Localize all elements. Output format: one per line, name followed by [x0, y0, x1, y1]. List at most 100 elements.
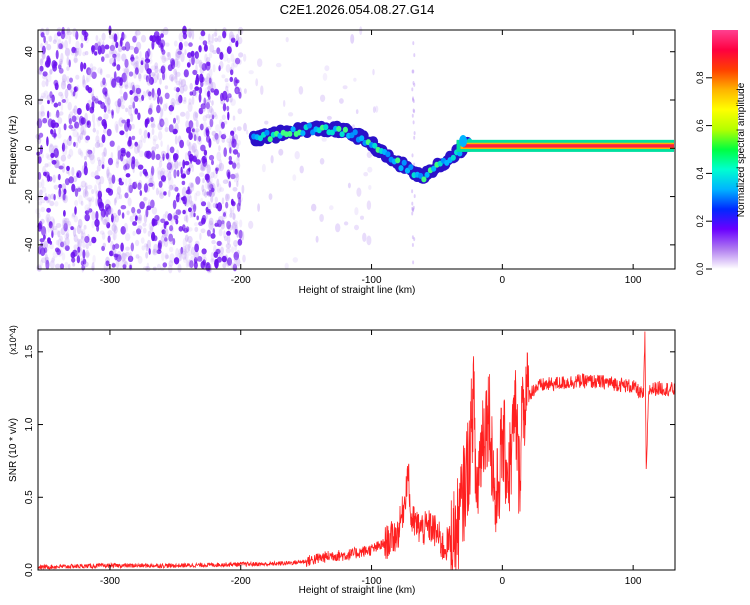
noise-dot: [55, 159, 61, 169]
noise-dot: [311, 203, 317, 212]
noise-dot: [135, 55, 139, 60]
noise-dot: [169, 184, 174, 190]
noise-dot: [92, 254, 96, 264]
noise-dot: [162, 72, 165, 81]
noise-dot: [187, 150, 192, 158]
noise-dot: [160, 108, 164, 118]
noise-dot: [84, 155, 87, 161]
noise-dot: [64, 261, 69, 269]
noise-dot: [61, 188, 64, 196]
noise-dot: [367, 166, 373, 173]
noise-dot: [138, 97, 143, 103]
noise-dot: [175, 91, 180, 102]
noise-dot: [214, 258, 219, 269]
noise-dot: [161, 150, 166, 158]
noise-dot: [105, 74, 111, 78]
noise-dot: [54, 112, 61, 119]
noise-dot: [214, 114, 218, 120]
noise-dot: [85, 135, 91, 141]
noise-dot: [222, 90, 228, 101]
noise-dot: [53, 102, 59, 108]
snr-frame: [37, 329, 676, 571]
noise-dot: [227, 140, 233, 150]
noise-dot: [41, 257, 47, 263]
noise-dot: [157, 87, 161, 97]
noise-dot: [101, 164, 105, 169]
noise-dot: [53, 148, 59, 158]
noise-dot: [65, 228, 70, 233]
noise-dot: [45, 153, 50, 159]
noise-dot: [50, 119, 56, 129]
noise-dot: [412, 205, 415, 210]
noise-dot: [186, 139, 190, 147]
noise-dot: [52, 225, 58, 230]
noise-dot: [85, 249, 90, 259]
noise-dot: [175, 51, 181, 61]
noise-dot: [55, 49, 59, 60]
noise-dot: [203, 257, 207, 262]
noise-dot: [39, 144, 43, 155]
noise-dot: [192, 69, 198, 76]
noise-dot: [230, 98, 236, 106]
noise-dot: [84, 112, 88, 122]
noise-dot: [52, 218, 55, 227]
noise-dot: [111, 224, 117, 232]
noise-dot: [257, 58, 263, 67]
noise-dot: [114, 71, 117, 81]
noise-dot: [195, 159, 201, 165]
noise-dot: [46, 199, 50, 204]
noise-dot: [166, 52, 170, 57]
noise-dot: [185, 196, 190, 205]
noise-dot: [159, 77, 162, 85]
noise-dot: [37, 181, 43, 188]
noise-dot: [150, 199, 155, 209]
noise-dot: [123, 68, 130, 74]
noise-dot: [103, 105, 107, 113]
noise-dot: [143, 60, 149, 69]
noise-dot: [147, 107, 153, 115]
noise-dot: [75, 47, 79, 53]
noise-dot: [195, 176, 201, 185]
noise-dot: [235, 142, 239, 150]
noise-dot: [173, 86, 178, 92]
noise-dot: [101, 232, 106, 240]
noise-dot: [63, 222, 68, 232]
noise-dot: [48, 144, 55, 154]
noise-dot: [202, 188, 207, 196]
noise-dot: [206, 201, 211, 209]
noise-dot: [214, 132, 219, 140]
noise-dot: [201, 103, 206, 113]
noise-dot: [228, 181, 232, 188]
noise-dot: [169, 253, 175, 264]
noise-dot: [134, 67, 139, 75]
noise-dot: [71, 257, 76, 263]
noise-dot: [214, 167, 220, 172]
noise-dot: [211, 239, 216, 245]
noise-dot: [163, 221, 167, 230]
noise-dot: [208, 138, 212, 148]
noise-dot: [66, 30, 73, 36]
noise-dot: [197, 256, 203, 262]
noise-dot: [45, 174, 49, 183]
noise-dot: [80, 260, 84, 266]
noise-dot: [38, 201, 42, 206]
noise-dot: [120, 226, 126, 235]
noise-dot: [124, 70, 129, 81]
noise-dot: [145, 251, 149, 259]
noise-dot: [226, 138, 232, 144]
noise-dot: [198, 35, 205, 41]
noise-dot: [206, 191, 210, 196]
noise-dot: [123, 222, 128, 233]
noise-dot: [78, 115, 84, 126]
noise-dot: [138, 73, 142, 82]
noise-dot: [40, 104, 45, 115]
noise-dot: [192, 89, 197, 97]
noise-dot: [77, 187, 81, 192]
noise-dot: [170, 237, 174, 245]
noise-dot: [104, 94, 110, 105]
noise-dot: [88, 240, 92, 247]
noise-dot: [236, 180, 239, 187]
noise-dot: [40, 58, 44, 64]
noise-dot: [188, 59, 193, 64]
noise-dot: [41, 80, 46, 88]
